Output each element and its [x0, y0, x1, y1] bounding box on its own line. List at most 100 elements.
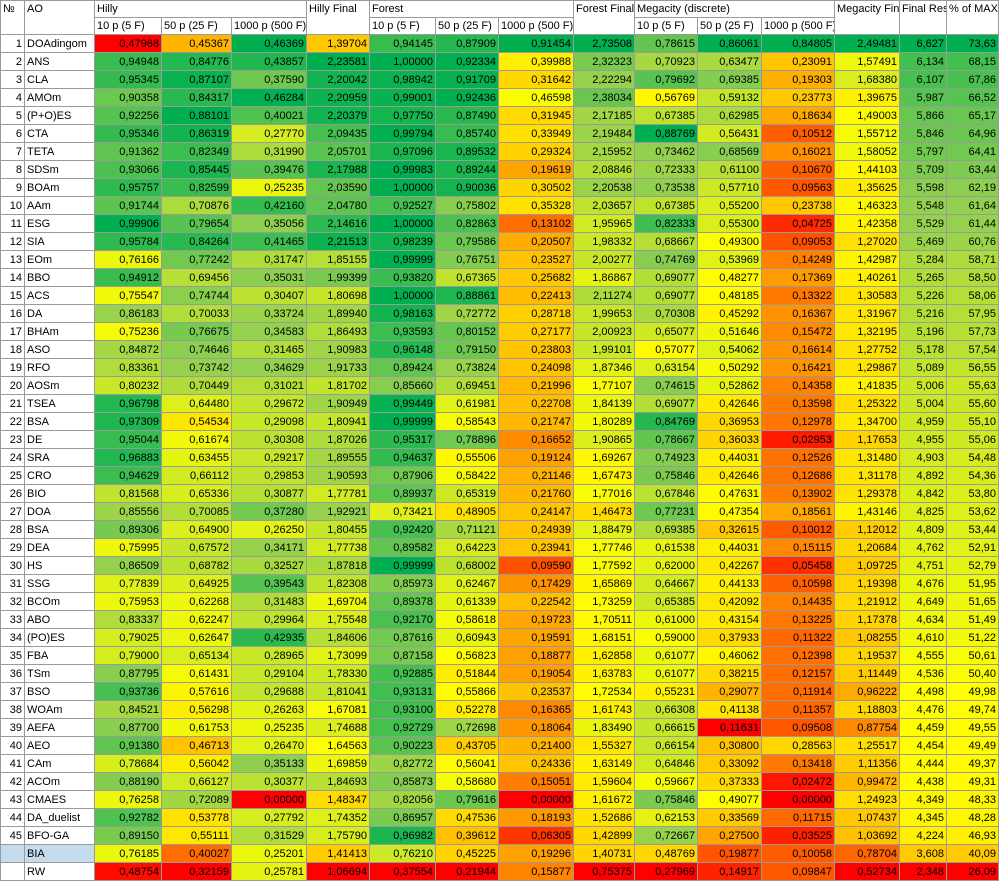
- cell-pct-max: 53,80: [946, 484, 999, 503]
- cell-forest-10p: 0,82772: [369, 754, 436, 773]
- cell-forest-10p: 0,99449: [369, 394, 436, 413]
- cell-forest-1000p: 0,24939: [498, 520, 574, 539]
- cell-megacity-50p: 0,48277: [697, 268, 762, 287]
- cell-forest-final: 2,20538: [573, 178, 635, 197]
- cell-forest-50p: 0,82863: [435, 214, 499, 233]
- cell-forest-final: 1,70511: [573, 610, 635, 629]
- algorithm-name: ANS: [24, 52, 95, 71]
- table-row: 36 TSm 0,87795 0,61431 0,29104 1,78330 0,92885…: [0, 664, 999, 683]
- cell-pct-max: 55,06: [946, 430, 999, 449]
- cell-hilly-final: 1,39704: [306, 34, 370, 53]
- cell-hilly-1000p: 0,41465: [231, 232, 307, 251]
- row-index: 20: [0, 376, 25, 395]
- cell-forest-final: 2,00277: [573, 250, 635, 269]
- cell-forest-50p: 0,47536: [435, 808, 499, 827]
- table-row: 45 BFO-GA 0,89150 0,55111 0,31529 1,75790 0,96…: [0, 826, 999, 845]
- cell-hilly-final: 1,87026: [306, 430, 370, 449]
- algorithm-name: BOAm: [24, 178, 95, 197]
- row-index: 42: [0, 772, 25, 791]
- cell-megacity-10p: 0,61077: [634, 664, 698, 683]
- cell-forest-50p: 0,58618: [435, 610, 499, 629]
- cell-megacity-50p: 0,48185: [697, 286, 762, 305]
- cell-hilly-50p: 0,67572: [161, 538, 232, 557]
- algorithm-name: CMAES: [24, 790, 95, 809]
- algorithm-name: SIA: [24, 232, 95, 251]
- cell-hilly-10p: 0,89150: [94, 826, 162, 845]
- cell-megacity-final: 1,27020: [834, 232, 900, 251]
- cell-megacity-50p: 0,46062: [697, 646, 762, 665]
- cell-megacity-50p: 0,62985: [697, 106, 762, 125]
- cell-megacity-final: 1,19398: [834, 574, 900, 593]
- table-row: 1 DOAdingom 0,47968 0,45367 0,46369 1,39704 0,…: [0, 34, 999, 53]
- cell-megacity-50p: 0,61100: [697, 160, 762, 179]
- cell-forest-final: 1,40731: [573, 844, 635, 863]
- cell-hilly-final: 1,86493: [306, 322, 370, 341]
- cell-forest-1000p: 0,00000: [498, 790, 574, 809]
- cell-forest-1000p: 0,18877: [498, 646, 574, 665]
- cell-hilly-50p: 0,64925: [161, 574, 232, 593]
- cell-forest-final: 1,90865: [573, 430, 635, 449]
- header-forest: Forest: [369, 0, 574, 18]
- cell-megacity-1000p: 0,16021: [761, 142, 835, 161]
- cell-forest-1000p: 0,06305: [498, 826, 574, 845]
- row-index: 12: [0, 232, 25, 251]
- cell-megacity-50p: 0,14917: [697, 862, 762, 881]
- cell-forest-10p: 0,89424: [369, 358, 436, 377]
- cell-hilly-50p: 0,70085: [161, 502, 232, 521]
- cell-hilly-50p: 0,70033: [161, 304, 232, 323]
- cell-megacity-50p: 0,53969: [697, 250, 762, 269]
- cell-megacity-1000p: 0,14249: [761, 250, 835, 269]
- cell-final-result: 4,476: [899, 700, 947, 719]
- cell-megacity-final: 1,44103: [834, 160, 900, 179]
- table-row: 10 AAm 0,91744 0,70876 0,42160 2,04780 0,92527…: [0, 196, 999, 215]
- cell-forest-1000p: 0,27177: [498, 322, 574, 341]
- cell-megacity-1000p: 0,13322: [761, 286, 835, 305]
- algorithm-name: BCOm: [24, 592, 95, 611]
- cell-hilly-final: 1,89555: [306, 448, 370, 467]
- cell-hilly-1000p: 0,29853: [231, 466, 307, 485]
- cell-final-result: 4,809: [899, 520, 947, 539]
- cell-pct-max: 26,09: [946, 862, 999, 881]
- cell-forest-50p: 0,92436: [435, 88, 499, 107]
- cell-megacity-10p: 0,65385: [634, 592, 698, 611]
- cell-hilly-10p: 0,75953: [94, 592, 162, 611]
- cell-hilly-1000p: 0,00000: [231, 790, 307, 809]
- cell-forest-10p: 0,89937: [369, 484, 436, 503]
- cell-final-result: 5,548: [899, 196, 947, 215]
- cell-hilly-10p: 0,91744: [94, 196, 162, 215]
- cell-forest-final: 1,52686: [573, 808, 635, 827]
- cell-megacity-50p: 0,54062: [697, 340, 762, 359]
- table-row: 5 (P+O)ES 0,92256 0,88101 0,40021 2,20379 0,97…: [0, 106, 999, 125]
- cell-megacity-10p: 0,59000: [634, 628, 698, 647]
- cell-final-result: 5,469: [899, 232, 947, 251]
- cell-pct-max: 49,98: [946, 682, 999, 701]
- row-index: 8: [0, 160, 25, 179]
- cell-megacity-10p: 0,61077: [634, 646, 698, 665]
- cell-final-result: 4,536: [899, 664, 947, 683]
- cell-hilly-final: 1,75548: [306, 610, 370, 629]
- cell-hilly-1000p: 0,35133: [231, 754, 307, 773]
- cell-hilly-1000p: 0,30308: [231, 430, 307, 449]
- row-index: 33: [0, 610, 25, 629]
- cell-forest-final: 1,62858: [573, 646, 635, 665]
- row-index: 22: [0, 412, 25, 431]
- cell-megacity-1000p: 0,00000: [761, 790, 835, 809]
- cell-pct-max: 54,36: [946, 466, 999, 485]
- cell-megacity-1000p: 0,13902: [761, 484, 835, 503]
- cell-megacity-10p: 0,74923: [634, 448, 698, 467]
- cell-forest-final: 1,80289: [573, 412, 635, 431]
- cell-hilly-10p: 0,84521: [94, 700, 162, 719]
- cell-pct-max: 49,74: [946, 700, 999, 719]
- cell-forest-50p: 0,71121: [435, 520, 499, 539]
- cell-hilly-1000p: 0,29098: [231, 412, 307, 431]
- cell-forest-50p: 0,56823: [435, 646, 499, 665]
- cell-final-result: 4,224: [899, 826, 947, 845]
- cell-hilly-1000p: 0,25235: [231, 178, 307, 197]
- table-row: 37 BSO 0,93736 0,57616 0,29688 1,81041 0,93131…: [0, 682, 999, 701]
- cell-megacity-final: 0,78704: [834, 844, 900, 863]
- cell-forest-10p: 0,92729: [369, 718, 436, 737]
- cell-final-result: 2,348: [899, 862, 947, 881]
- cell-megacity-1000p: 0,23773: [761, 88, 835, 107]
- cell-hilly-10p: 0,99906: [94, 214, 162, 233]
- cell-pct-max: 50,40: [946, 664, 999, 683]
